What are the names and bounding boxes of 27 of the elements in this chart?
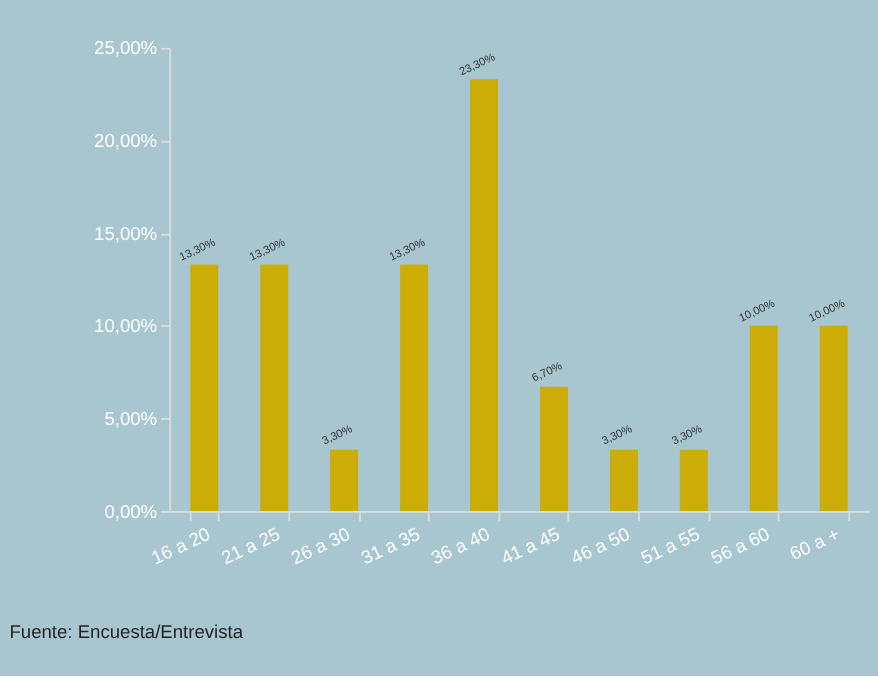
bar bbox=[539, 386, 568, 511]
bar bbox=[330, 449, 359, 511]
bar bbox=[190, 264, 219, 511]
y-tick-label: 10,00% bbox=[94, 316, 158, 337]
x-tick-label: 56 a 60 bbox=[708, 523, 773, 569]
y-tick-label: 15,00% bbox=[94, 223, 158, 244]
y-tick-label: 5,00% bbox=[104, 408, 158, 429]
x-tick-label: 36 a 40 bbox=[428, 523, 493, 569]
bar bbox=[400, 264, 429, 511]
source-note: Fuente: Encuesta/Entrevista bbox=[9, 621, 245, 642]
bar bbox=[470, 79, 498, 511]
x-tick-label: 41 a 45 bbox=[498, 523, 563, 569]
x-tick-label: 21 a 25 bbox=[218, 523, 284, 569]
x-tick-label: 51 a 55 bbox=[638, 523, 703, 569]
bar bbox=[819, 325, 848, 511]
bar bbox=[260, 264, 289, 511]
x-tick-label: 16 a 20 bbox=[148, 523, 214, 569]
bar bbox=[609, 449, 638, 511]
y-tick-label: 25,00% bbox=[94, 38, 158, 59]
bar bbox=[749, 325, 778, 511]
y-tick-label: 0,00% bbox=[104, 501, 158, 522]
x-tick-label: 26 a 30 bbox=[288, 523, 354, 569]
bar bbox=[679, 449, 708, 511]
x-tick-label: 31 a 35 bbox=[358, 523, 423, 569]
y-tick-label: 20,00% bbox=[94, 130, 158, 151]
x-tick-label: 60 a + bbox=[786, 523, 843, 565]
x-tick-label: 46 a 50 bbox=[568, 523, 633, 569]
